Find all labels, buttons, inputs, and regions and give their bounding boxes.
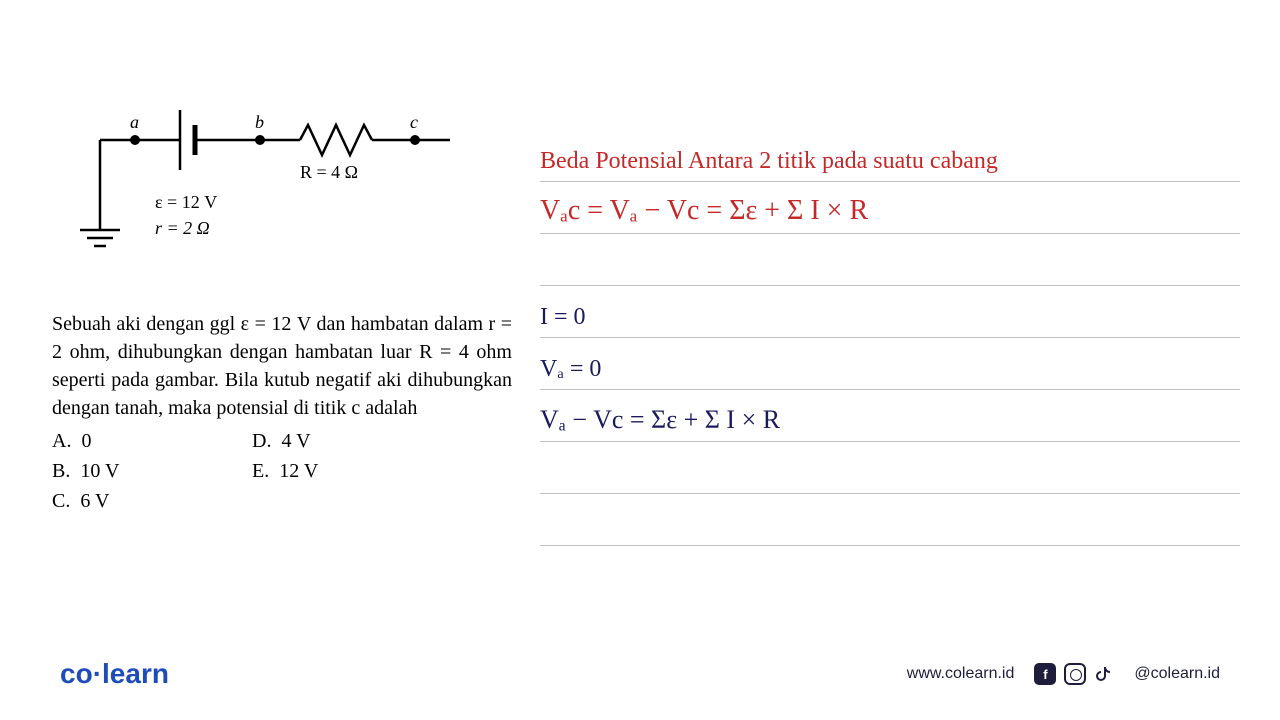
- answer-A: A. 0: [52, 426, 252, 456]
- hw-blue-1: I = 0: [540, 304, 586, 331]
- hw-blue-3: Vₐ − Vc = Σε + Σ I × R: [540, 405, 780, 435]
- answer-C: C. 6 V: [52, 486, 252, 516]
- social-icons: f: [1034, 663, 1114, 685]
- hw-red-2: Vₐc = Vₐ − Vc = Σε + Σ I × R: [540, 195, 868, 227]
- circuit-diagram: a b c R = 4 Ω ε = 12 V r = 2 Ω: [70, 100, 470, 250]
- label-a: a: [130, 112, 139, 133]
- handwriting-area: Beda Potensial Antara 2 titik pada suatu…: [540, 130, 1240, 546]
- label-r: r = 2 Ω: [155, 218, 210, 239]
- question-block: Sebuah aki dengan ggl ε = 12 V dan hamba…: [52, 310, 512, 516]
- label-c: c: [410, 112, 418, 133]
- answer-D: D. 4 V: [252, 426, 452, 456]
- facebook-icon: f: [1034, 663, 1056, 685]
- footer-url: www.colearn.id: [907, 665, 1015, 683]
- label-emf: ε = 12 V: [155, 192, 217, 213]
- logo-co: co: [60, 658, 93, 689]
- answer-E: E. 12 V: [252, 456, 452, 486]
- question-body: Sebuah aki dengan ggl ε = 12 V dan hamba…: [52, 310, 512, 422]
- tiktok-icon: [1094, 664, 1114, 684]
- hw-red-1: Beda Potensial Antara 2 titik pada suatu…: [540, 148, 998, 175]
- instagram-icon: [1064, 663, 1086, 685]
- logo: co·learn: [60, 658, 169, 690]
- footer-handle: @colearn.id: [1134, 665, 1220, 683]
- answer-list: A. 0 B. 10 V C. 6 V D. 4 V E. 12 V: [52, 426, 512, 516]
- logo-learn: learn: [102, 658, 169, 689]
- label-R: R = 4 Ω: [300, 162, 358, 183]
- label-b: b: [255, 112, 264, 133]
- footer: co·learn www.colearn.id f @colearn.id: [0, 658, 1280, 690]
- hw-blue-2: Vₐ = 0: [540, 356, 601, 383]
- answer-B: B. 10 V: [52, 456, 252, 486]
